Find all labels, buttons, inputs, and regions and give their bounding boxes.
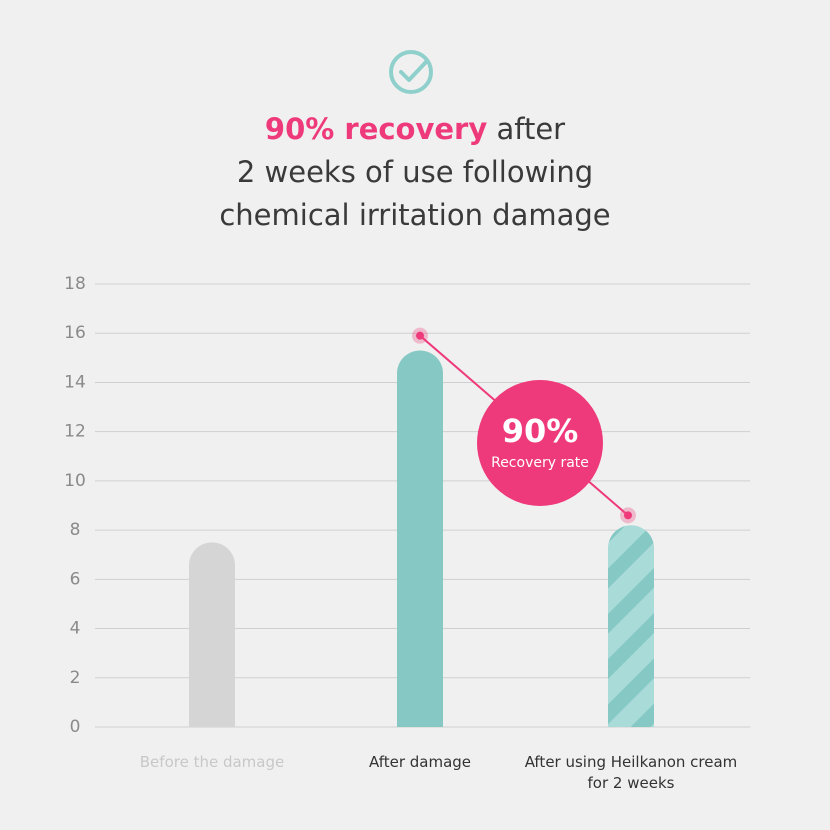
x-tick-label: After using Heilkanon cream for 2 weeks — [524, 753, 738, 792]
y-tick-label: 4 — [70, 619, 81, 639]
title-rest: after — [496, 112, 566, 146]
y-tick-label: 8 — [70, 520, 81, 540]
title-line: 90% recovery after — [0, 108, 830, 151]
x-tick-label: After damage — [368, 753, 472, 771]
y-tick-label: 12 — [64, 422, 86, 442]
title-emphasis: 90% recovery — [264, 112, 488, 146]
badge-text: Recovery rate — [491, 455, 589, 471]
y-tick-label: 14 — [64, 372, 86, 392]
marker — [416, 331, 424, 340]
badge-value: 90% — [502, 412, 579, 450]
y-tick-label: 16 — [64, 323, 86, 343]
y-tick-label: 2 — [70, 668, 81, 688]
x-tick-label: Before the damage — [139, 753, 285, 771]
title-line: chemical irritation damage — [219, 198, 611, 232]
y-tick-label: 18 — [64, 274, 86, 294]
title: 90% recovery after 2 weeks of use follow… — [0, 108, 830, 237]
bar — [397, 350, 443, 727]
y-tick-label: 10 — [64, 471, 86, 491]
check-icon — [389, 50, 433, 94]
title-line: 2 weeks of use following — [236, 155, 594, 189]
bar — [189, 542, 236, 727]
badge — [477, 380, 603, 506]
bar — [608, 525, 654, 727]
y-tick-label: 6 — [70, 569, 81, 589]
y-tick-label: 0 — [70, 717, 81, 737]
marker — [624, 511, 632, 520]
